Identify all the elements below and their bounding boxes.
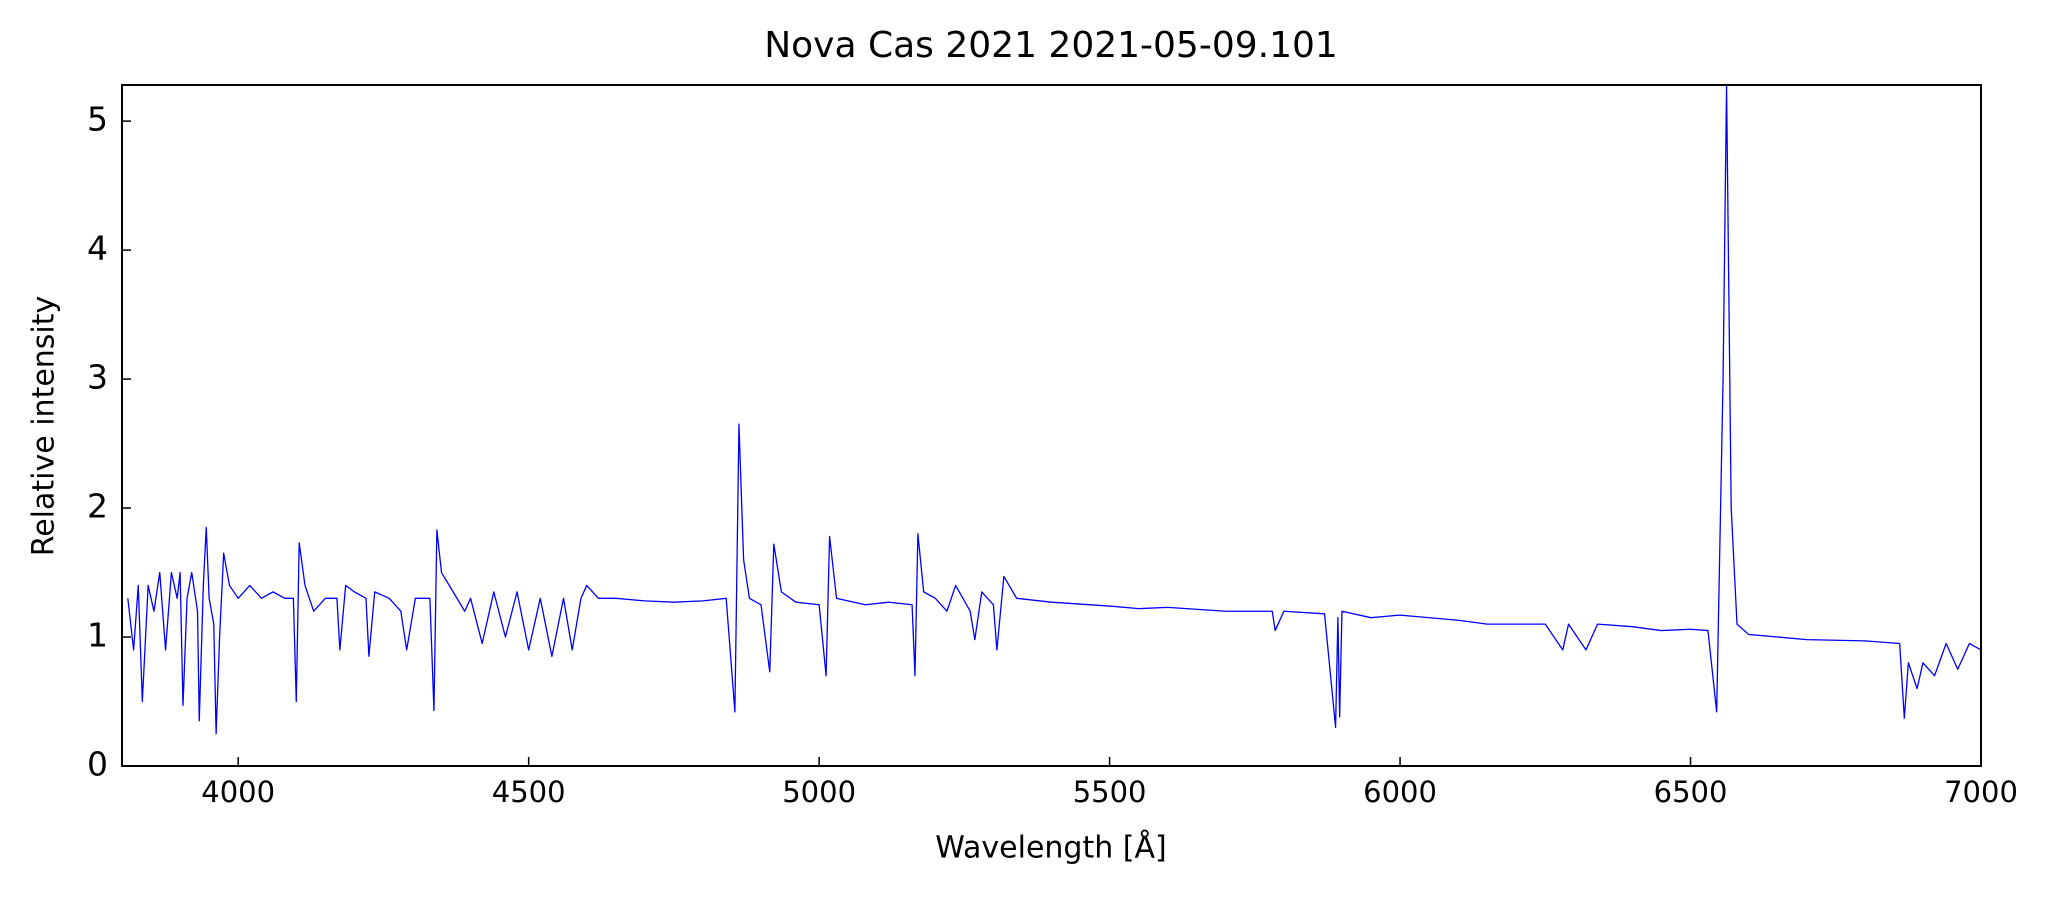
y-tick-label: 1 (87, 616, 108, 655)
plot-frame (121, 84, 1982, 767)
x-tick-label: 4500 (492, 775, 566, 809)
chart-title: Nova Cas 2021 2021-05-09.101 (764, 25, 1338, 66)
x-tick-label: 5000 (782, 775, 856, 809)
y-tick-label: 3 (87, 358, 108, 397)
x-tick-label: 6500 (1654, 775, 1728, 809)
x-tick-label: 7000 (1944, 775, 2018, 809)
x-axis-label: Wavelength [Å] (935, 830, 1166, 866)
y-axis-label: Relative intensity (27, 296, 62, 557)
x-tick-label: 5500 (1073, 775, 1147, 809)
y-tick-label: 2 (87, 487, 108, 526)
y-tick-label: 0 (87, 745, 108, 784)
y-tick-label: 4 (87, 229, 108, 268)
spectrum-line (127, 84, 1982, 735)
plot-area (127, 84, 1982, 735)
y-tick-label: 5 (87, 100, 108, 139)
x-tick-label: 6000 (1363, 775, 1437, 809)
x-tick-label: 4000 (201, 775, 275, 809)
